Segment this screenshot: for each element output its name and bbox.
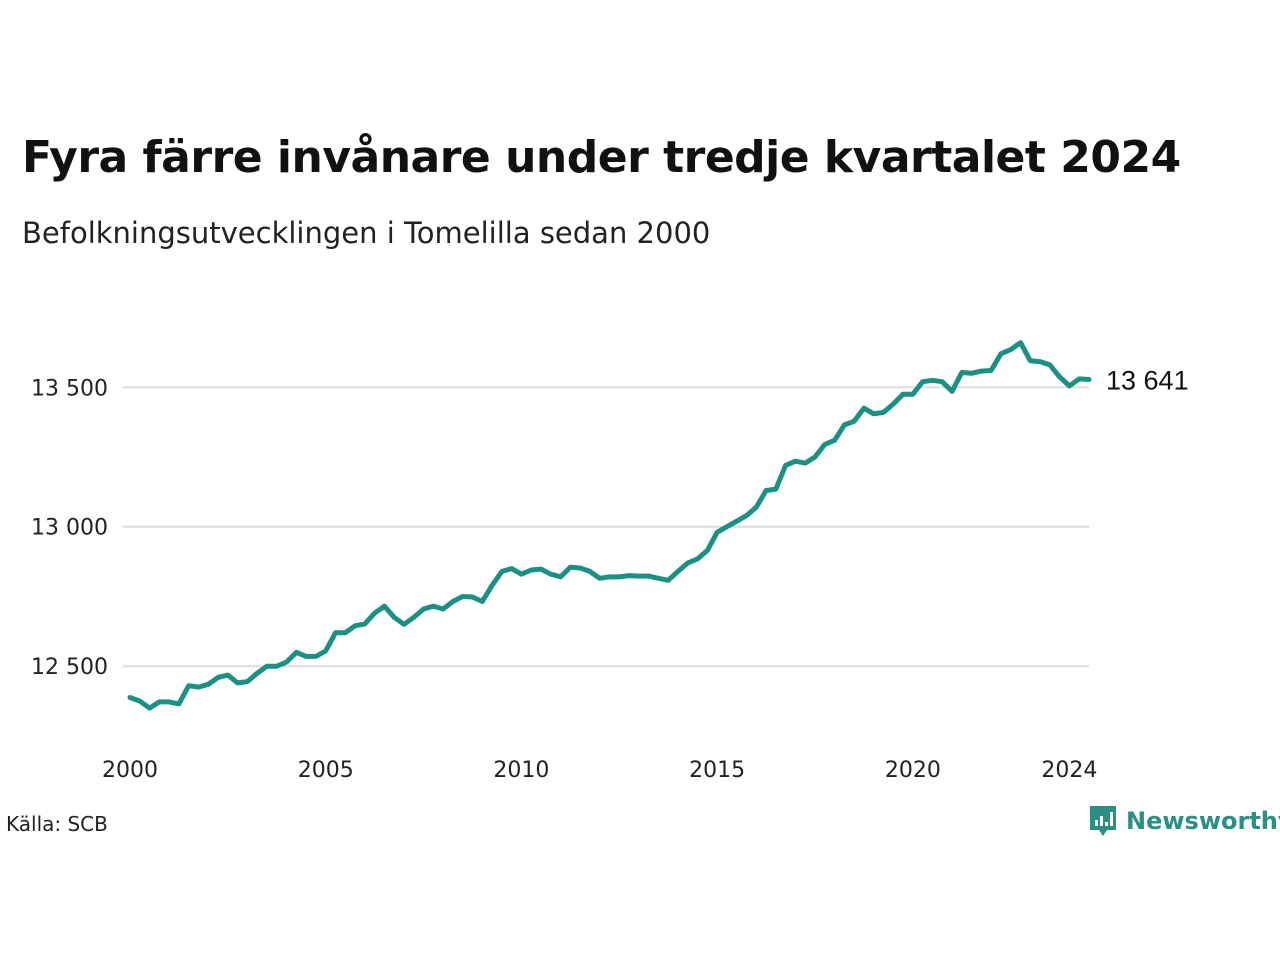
- y-tick-label: 12 500: [31, 655, 108, 680]
- brand-name: Newsworthy: [1126, 807, 1280, 835]
- y-tick-label: 13 500: [31, 376, 108, 401]
- x-tick-label: 2010: [493, 758, 549, 783]
- newsworthy-logo-icon: [1090, 806, 1116, 836]
- chart-title: Fyra färre invånare under tredje kvartal…: [22, 132, 1181, 183]
- source-label: Källa: SCB: [6, 812, 108, 836]
- series-line: [127, 340, 1092, 711]
- end-value-label: 13 641: [1106, 365, 1189, 395]
- x-tick-label: 2020: [885, 758, 941, 783]
- x-tick-label: 2015: [689, 758, 745, 783]
- chart-subtitle: Befolkningsutvecklingen i Tomelilla seda…: [22, 216, 711, 250]
- y-tick-label: 13 000: [31, 516, 108, 541]
- x-tick-label: 2024: [1041, 758, 1097, 783]
- x-tick-label: 2005: [298, 758, 354, 783]
- x-tick-label: 2000: [102, 758, 158, 783]
- brand-logo: Newsworthy: [1088, 804, 1280, 838]
